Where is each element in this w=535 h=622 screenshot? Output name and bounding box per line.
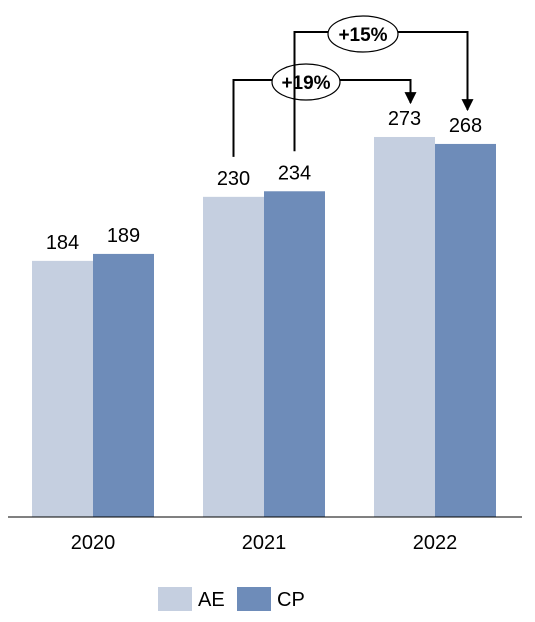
- x-tick-label-2021: 2021: [242, 532, 287, 554]
- x-tick-label-2022: 2022: [413, 532, 458, 554]
- growth-label-1: +19%: [281, 73, 330, 94]
- legend-swatch-ae: [158, 587, 192, 611]
- bar-ae-2022: [374, 136, 435, 517]
- data-label-ae-2020: 184: [46, 232, 79, 254]
- data-label-ae-2021: 230: [217, 168, 250, 190]
- bar-cp-2020: [93, 253, 154, 518]
- data-label-cp-2021: 234: [278, 162, 311, 184]
- bar-cp-2022: [435, 143, 496, 517]
- bar-ae-2021: [203, 196, 264, 517]
- legend-label-ae: AE: [198, 589, 225, 611]
- growth-bubble-1: [271, 63, 341, 101]
- x-tick-label-2020: 2020: [71, 532, 116, 554]
- data-label-ae-2022: 273: [388, 108, 421, 130]
- bar-ae-2020: [32, 260, 93, 517]
- bar-cp-2021: [264, 191, 325, 517]
- data-label-cp-2022: 268: [449, 115, 482, 137]
- legend-swatch-cp: [237, 587, 271, 611]
- growth-label-2: +15%: [338, 25, 387, 46]
- growth-bubble-2: [327, 15, 399, 53]
- data-label-cp-2020: 189: [107, 225, 140, 247]
- legend-label-cp: CP: [277, 589, 305, 611]
